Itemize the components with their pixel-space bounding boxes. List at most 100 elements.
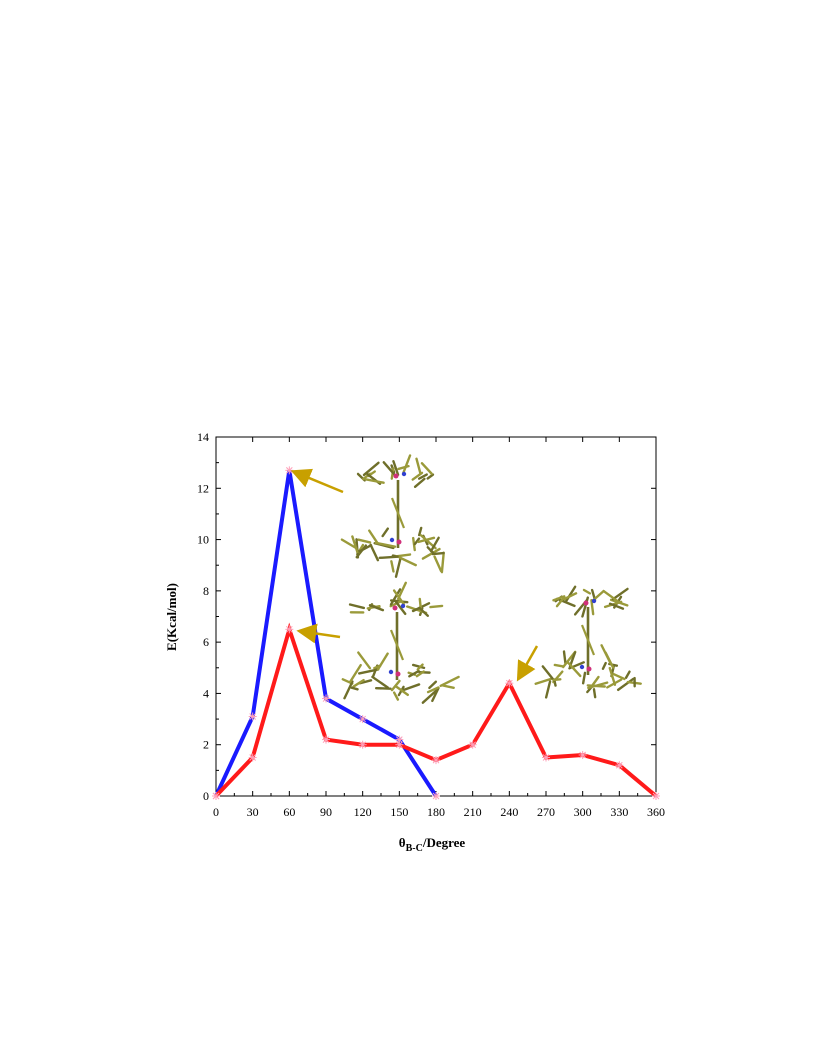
molecule-bond	[358, 544, 373, 553]
x-tick-label: 0	[213, 805, 219, 819]
data-point	[322, 735, 330, 744]
data-point	[542, 753, 550, 762]
molecule-bond	[556, 597, 576, 608]
molecule-bond	[389, 629, 405, 661]
data-point-marker	[652, 792, 660, 800]
data-point-marker	[322, 695, 330, 702]
molecule-bond	[544, 680, 552, 699]
data-point	[615, 761, 624, 770]
molecule-bond	[392, 460, 400, 476]
molecule-atom-nitrogen	[591, 598, 597, 604]
molecule-bond	[381, 527, 389, 538]
molecule-bond	[402, 454, 412, 475]
molecule-bond	[415, 457, 422, 474]
molecule-bond	[349, 663, 362, 683]
x-axis-label-unit: /Degree	[422, 835, 466, 850]
molecule-bond	[562, 650, 567, 665]
molecule-structure-icon	[341, 581, 460, 704]
molecule-bond	[421, 688, 439, 704]
molecule-bond	[555, 596, 566, 608]
plot-frame	[215, 436, 657, 797]
x-axis-label: θB-C/Degree	[399, 835, 466, 854]
data-point-marker	[359, 715, 367, 723]
data-point	[505, 679, 514, 688]
molecule-bond	[392, 589, 406, 606]
data-point	[212, 792, 220, 800]
molecule-bond	[418, 526, 423, 537]
data-point	[432, 756, 440, 765]
molecule-bond	[600, 644, 612, 665]
molecule-bond	[590, 598, 595, 616]
data-point-marker	[359, 741, 367, 749]
molecule-bond	[364, 478, 385, 484]
molecule-bond	[411, 663, 426, 670]
data-point	[358, 715, 367, 724]
molecule-bond	[417, 536, 436, 544]
molecule-bond	[592, 688, 597, 699]
molecule-bond	[395, 553, 412, 558]
molecule-bond	[371, 675, 389, 689]
x-tick-label: 150	[390, 805, 408, 819]
molecule-bond	[390, 560, 395, 573]
molecule-bond	[368, 529, 379, 545]
annotation-arrows	[290, 468, 539, 682]
data-point	[395, 740, 404, 749]
molecule-structure-icon	[534, 585, 642, 699]
data-point-marker	[542, 754, 550, 761]
molecule-bond	[351, 535, 359, 554]
molecule-bond	[441, 684, 455, 690]
molecule-bond	[357, 538, 372, 544]
data-point-marker	[432, 792, 440, 800]
x-tick-label: 360	[647, 805, 665, 819]
molecule-bond	[534, 677, 553, 685]
x-tick-label: 30	[247, 805, 259, 819]
y-axis: 0 2 4 6 8 10 12 14	[197, 430, 656, 803]
data-point	[432, 792, 440, 800]
x-tick-label: 270	[537, 805, 555, 819]
data-point-marker	[579, 751, 587, 759]
molecule-bond	[608, 666, 617, 686]
y-axis-label: E(Kcal/mol)	[164, 583, 179, 651]
molecule-bond	[431, 551, 445, 556]
data-point-marker	[469, 741, 477, 749]
data-point-marker	[432, 756, 440, 764]
molecule-bond	[580, 624, 596, 656]
molecule-atom-boron	[586, 666, 592, 672]
data-point	[248, 712, 257, 721]
annotation-arrow	[516, 645, 539, 682]
molecule-bond	[413, 537, 421, 546]
molecule-atom-boron	[396, 539, 402, 545]
molecule-atom-nitrogen	[401, 471, 407, 477]
molecule-bond	[415, 670, 425, 678]
y-tick-label: 4	[203, 686, 209, 700]
molecule-bond	[411, 471, 424, 481]
molecule-bond	[368, 604, 385, 612]
x-axis-label-subscript: B-C	[406, 843, 423, 854]
x-tick-label: 240	[500, 805, 518, 819]
molecule-bond	[394, 599, 407, 616]
molecule-bond	[400, 683, 421, 692]
molecule-bond	[582, 588, 592, 595]
molecule-bond	[440, 551, 445, 574]
molecule-bond	[428, 680, 438, 690]
x-tick-label: 120	[354, 805, 372, 819]
molecule-bond	[350, 686, 359, 691]
x-axis: 0 30 60 90 120 150 180 210 240 270 300 330 360	[213, 437, 665, 819]
molecule-bond	[358, 679, 373, 685]
molecule-bond	[553, 663, 564, 668]
molecule-structure-icon	[340, 454, 445, 578]
molecule-bond	[601, 661, 607, 670]
molecule-bond	[413, 477, 426, 488]
series-1	[212, 622, 660, 800]
data-point-marker	[285, 625, 293, 633]
data-point-marker	[615, 761, 623, 769]
molecule-bond	[394, 684, 410, 697]
y-tick-label: 8	[203, 584, 209, 598]
x-tick-label: 330	[610, 805, 628, 819]
molecule-bond	[394, 557, 402, 578]
molecule-bond	[420, 462, 433, 475]
y-tick-label: 10	[197, 533, 209, 547]
molecule-bond	[426, 546, 435, 554]
molecule-bond	[358, 668, 380, 675]
